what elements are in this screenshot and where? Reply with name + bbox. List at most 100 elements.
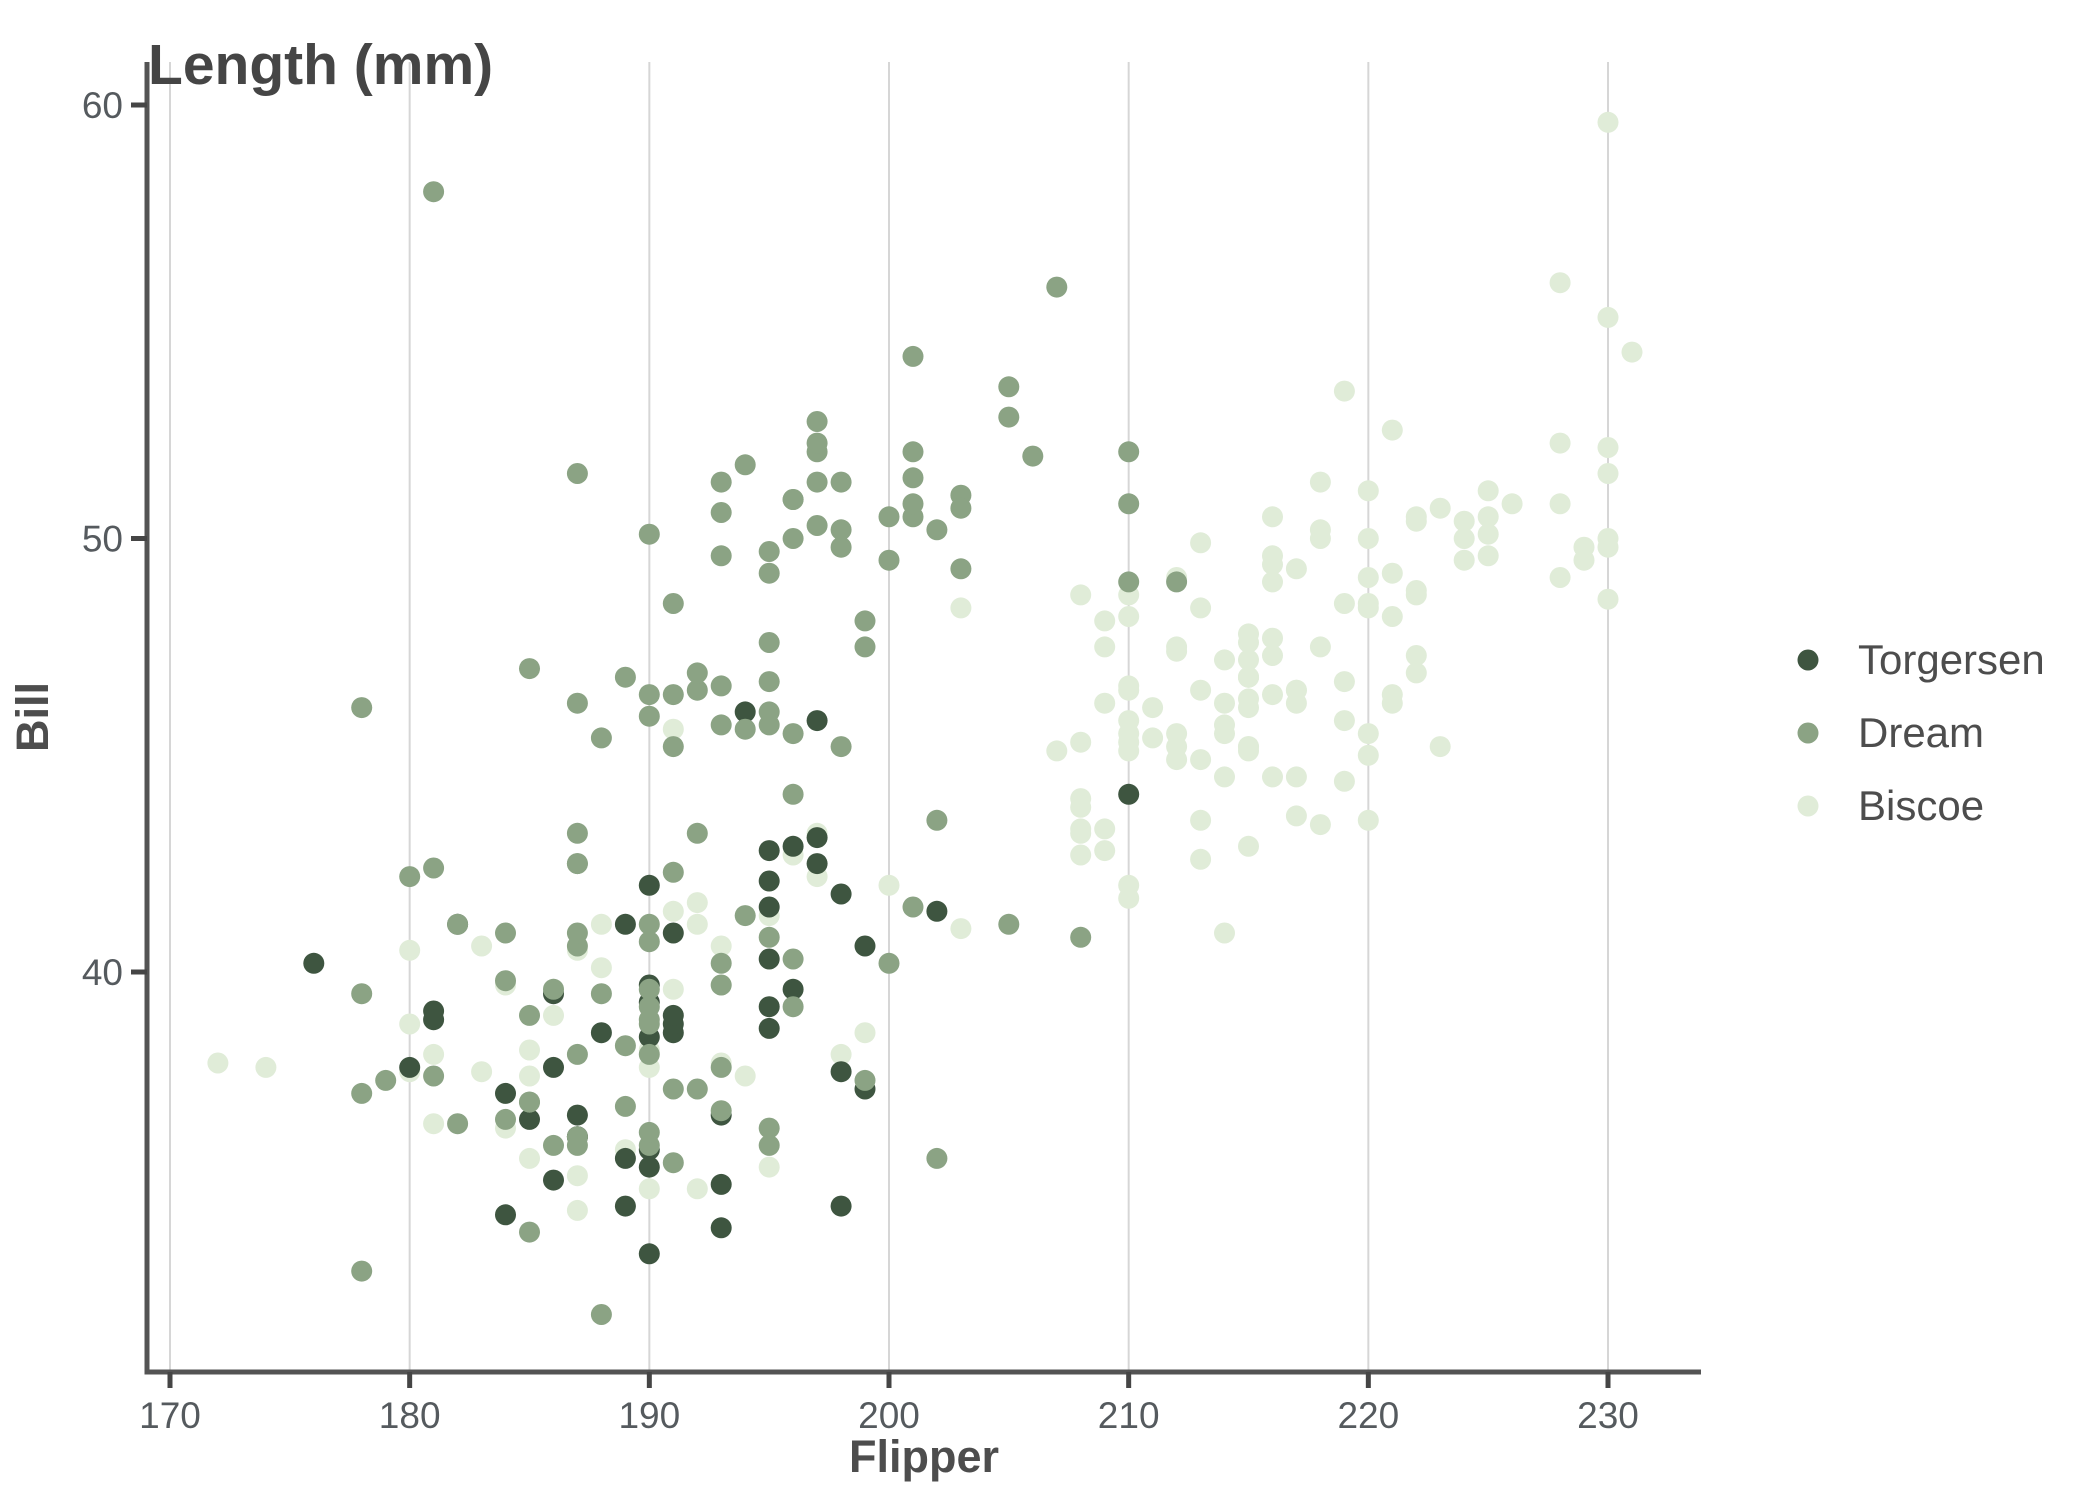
data-point-dream [878,549,900,571]
data-point-biscoe [1262,506,1283,528]
data-point-dream [902,493,924,515]
legend-label-dream: Dream [1858,709,1984,756]
data-point-biscoe [638,1178,660,1200]
data-point-dream [710,1056,732,1078]
data-point-biscoe [1238,623,1259,645]
data-point-torgersen [590,1022,612,1044]
data-point-dream [614,1095,636,1117]
data-point-dream [686,679,708,701]
data-point-dream [926,519,948,541]
data-point-biscoe [1285,558,1307,580]
data-point-biscoe [543,1004,564,1026]
data-point-biscoe [1405,580,1427,601]
data-point-biscoe [1357,744,1379,766]
data-point-dream [902,441,924,463]
data-point-dream [830,736,852,758]
data-point-torgersen [806,710,828,732]
data-point-dream [495,922,516,944]
data-point-biscoe [1477,480,1499,502]
data-point-dream [782,783,804,805]
data-point-torgersen [614,1147,636,1169]
data-point-biscoe [1262,684,1283,706]
data-point-biscoe [1453,549,1475,571]
data-point-dream [638,913,660,935]
x-tick-label-170: 170 [139,1395,201,1436]
data-point-dream [782,528,804,549]
data-point-dream [758,562,780,584]
x-tick-label-220: 220 [1337,1395,1399,1436]
data-point-dream [519,1004,540,1026]
legend-label-biscoe: Biscoe [1858,782,1984,829]
data-point-dream [1022,445,1044,467]
data-point-biscoe [1262,627,1283,649]
data-point-biscoe [1070,731,1092,753]
data-point-dream [566,1043,588,1065]
data-point-torgersen [734,701,756,723]
data-point-biscoe [1190,532,1212,554]
data-point-dream [495,1108,516,1130]
data-point-torgersen [638,1156,660,1178]
data-point-biscoe [1597,437,1619,458]
data-point-biscoe [830,1043,852,1065]
data-point-biscoe [1357,528,1379,549]
data-point-biscoe [1285,766,1307,788]
data-point-biscoe [1405,645,1427,666]
y-tick-label-50: 50 [82,519,123,560]
data-point-biscoe [1549,567,1571,588]
data-point-dream [638,978,660,1000]
data-point-dream [351,1082,373,1104]
data-point-biscoe [1190,749,1212,771]
data-point-biscoe [1597,536,1619,558]
data-point-dream [734,718,756,740]
data-point-torgersen [543,1169,564,1191]
data-point-biscoe [1405,662,1427,684]
data-point-dream [926,1147,948,1169]
data-point-biscoe [1381,419,1403,441]
data-point-dream [758,714,780,736]
data-point-dream [423,857,445,879]
data-point-dream [806,411,828,432]
data-point-biscoe [255,1056,277,1078]
data-point-dream [519,658,540,680]
data-point-biscoe [471,1061,493,1083]
data-point-biscoe [1190,679,1212,701]
data-point-biscoe [1070,818,1092,840]
x-tick-label-230: 230 [1577,1395,1639,1436]
data-point-biscoe [1357,567,1379,588]
data-point-biscoe [1118,740,1140,762]
data-point-biscoe [1429,497,1451,519]
data-point-biscoe [1118,675,1140,697]
data-point-biscoe [1238,736,1259,758]
data-point-dream [543,978,564,1000]
data-point-biscoe [1453,528,1475,549]
axes-group [131,62,1701,1388]
data-point-dream [710,974,732,996]
data-point-torgersen [1118,783,1140,805]
data-point-biscoe [1262,766,1283,788]
data-point-biscoe [1357,723,1379,745]
data-point-dream [638,705,660,727]
data-point-biscoe [1333,671,1355,693]
data-point-dream [998,376,1020,398]
data-point-dream [758,926,780,948]
data-point-torgersen [830,1195,852,1217]
data-point-biscoe [566,1199,588,1221]
data-point-torgersen [758,1017,780,1039]
data-point-biscoe [1597,111,1619,133]
data-point-torgersen [782,978,804,1000]
data-point-biscoe [1453,510,1475,532]
data-point-torgersen [806,853,828,875]
data-point-biscoe [878,874,900,896]
x-tick-label-210: 210 [1098,1395,1160,1436]
data-point-dream [830,519,852,541]
data-point-biscoe [1046,740,1068,762]
data-point-biscoe [399,1013,421,1035]
x-axis-title: Flipper [849,1431,999,1482]
data-point-biscoe [1094,610,1116,632]
data-point-biscoe [1501,493,1523,515]
data-point-dream [710,1100,732,1122]
data-point-torgersen [830,883,852,905]
data-point-dream [998,406,1020,428]
